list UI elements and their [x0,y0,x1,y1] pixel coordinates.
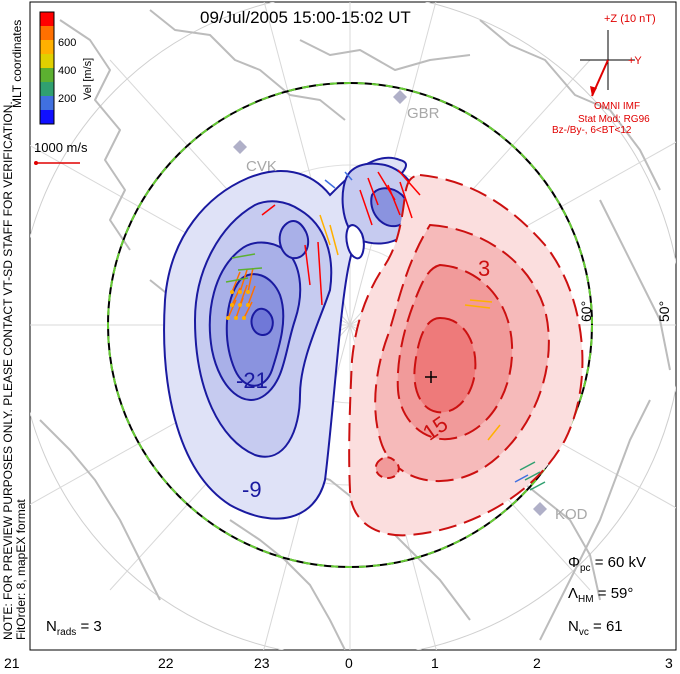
radar-label-cvk: CVK [246,158,277,175]
mlt-label-22: 22 [158,655,174,671]
velocity-vectors [225,169,546,491]
contour-label-neg9: -9 [242,477,262,502]
colorbar-swatch [40,82,54,97]
stat-phi-pc: Φpc = 60 kV [568,554,646,574]
reference-vector-origin [34,161,38,165]
mlt-label-1: 1 [431,655,439,671]
imf-dial [580,30,635,97]
colorbar-swatch [40,12,54,27]
velocity-scale-label: Vel [m/s] [82,57,94,100]
radar-marker-kod [533,502,547,516]
stat-n-vc: Nvc = 61 [568,618,623,638]
radar-label-kod: KOD [555,506,588,523]
stat-lambda-hm: ΛHM = 59° [568,585,634,605]
colorbar-swatch [40,110,54,125]
radar-marker-cvk [233,140,247,154]
mlt-label-3: 3 [665,655,673,671]
reference-vector-label: 1000 m/s [34,140,88,155]
positive-cell [348,173,584,537]
radar-label-gbr: GBR [407,105,440,122]
colorbar-border [39,11,55,125]
colorbar-swatch [40,96,54,111]
imf-bz-label: +Z (10 nT) [604,13,656,25]
colorbar-swatch [40,26,54,41]
colorbar-swatch [40,54,54,69]
map-title: 09/Jul/2005 15:00-15:02 UT [200,8,411,27]
contour-label-3: 3 [478,256,491,281]
coastlines [39,9,671,650]
mlt-label-23: 23 [254,655,270,671]
velocity-tick-400: 400 [58,65,77,77]
lat-label-60: 60° [578,300,594,322]
coordinates-label: MLT coordinates [10,19,24,108]
velocity-tick-600: 600 [58,37,77,49]
negative-cell [163,156,420,520]
lat-label-50: 50° [656,300,672,322]
potential-max-marker [425,371,437,383]
contour-label-neg21: -21 [236,368,268,393]
mlt-label-21: 21 [4,655,20,671]
colorbar-swatch [40,40,54,55]
imf-by-label: +Y [628,55,642,67]
colorbar-swatch [40,68,54,83]
imf-source: OMNI IMF [594,101,641,112]
mlt-label-0: 0 [345,655,353,671]
imf-condition: Bz-/By-, 6<BT<12 [552,125,632,136]
hm-boundary-green [107,82,593,568]
velocity-tick-200: 200 [58,93,77,105]
imf-model: Stat Mod: RG96 [578,114,650,125]
radar-marker-gbr [393,90,407,104]
velocity-colorbar [39,11,55,125]
stat-n-rads: Nrads = 3 [46,618,102,638]
mlt-label-2: 2 [533,655,541,671]
